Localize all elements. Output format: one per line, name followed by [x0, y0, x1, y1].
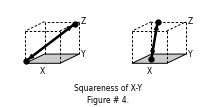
Text: Z: Z	[81, 17, 86, 26]
Text: Z: Z	[188, 17, 193, 26]
Text: Y: Y	[188, 50, 192, 59]
Text: Y: Y	[81, 50, 85, 59]
Polygon shape	[132, 54, 186, 63]
Polygon shape	[25, 54, 79, 63]
Text: Squareness of X-Y: Squareness of X-Y	[74, 84, 142, 93]
Text: X: X	[147, 67, 152, 76]
Text: X: X	[40, 67, 45, 76]
Text: Figure # 4.: Figure # 4.	[87, 96, 129, 105]
